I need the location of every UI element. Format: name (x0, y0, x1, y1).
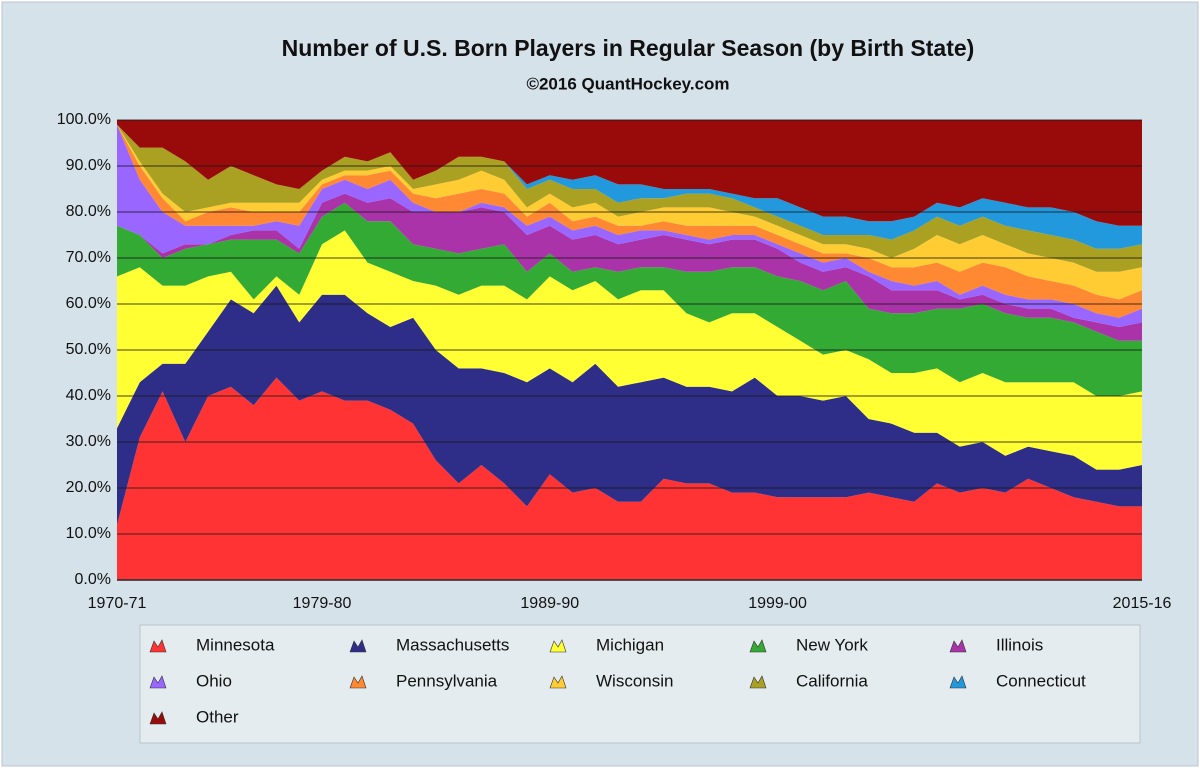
area (117, 120, 1142, 226)
legend-label: New York (796, 635, 868, 654)
y-tick-label: 10.0% (66, 525, 111, 542)
y-tick-label: 40.0% (66, 387, 111, 404)
legend-swatch (949, 675, 967, 689)
y-tick-label: 100.0% (57, 111, 111, 128)
area (117, 124, 1142, 327)
legend-item: Michigan (549, 635, 664, 654)
legend-swatch (749, 639, 767, 653)
legend-swatch (349, 639, 367, 653)
legend-item: California (749, 671, 868, 690)
y-tick-label: 0.0% (75, 571, 111, 588)
area (117, 124, 1142, 272)
legend-item: Pennsylvania (349, 671, 498, 690)
legend-item: Minnesota (149, 635, 275, 654)
legend-label: Minnesota (196, 635, 275, 654)
area (117, 377, 1142, 580)
legend-label: California (796, 671, 868, 690)
x-tick-label: 1979-80 (293, 595, 352, 612)
y-tick-label: 70.0% (66, 249, 111, 266)
legend-item: Connecticut (949, 671, 1086, 690)
area (117, 124, 1142, 318)
legend-item: New York (749, 635, 868, 654)
legend-item: Illinois (949, 635, 1043, 654)
legend-item: Massachusetts (349, 635, 509, 654)
y-tick-label: 30.0% (66, 433, 111, 450)
x-tick-label: 1989-90 (520, 595, 579, 612)
legend-swatch (149, 639, 167, 653)
legend-label: Connecticut (996, 671, 1086, 690)
y-tick-label: 60.0% (66, 295, 111, 312)
chart-subtitle: ©2016 QuantHockey.com (526, 74, 729, 93)
legend-item: Ohio (149, 671, 232, 690)
legend-swatch (549, 639, 567, 653)
legend-item: Other (149, 707, 239, 726)
y-tick-label: 20.0% (66, 479, 111, 496)
legend-label: Other (196, 707, 239, 726)
legend-swatch (349, 675, 367, 689)
legend-label: Ohio (196, 671, 232, 690)
y-tick-label: 50.0% (66, 341, 111, 358)
legend-swatch (949, 639, 967, 653)
legend-label: Illinois (996, 635, 1043, 654)
legend-swatch (149, 675, 167, 689)
x-tick-label: 2015-16 (1113, 595, 1172, 612)
x-tick-label: 1970-71 (88, 595, 147, 612)
area (117, 285, 1142, 525)
legend-swatch (549, 675, 567, 689)
legend-swatch (749, 675, 767, 689)
x-tick-label: 1999-00 (748, 595, 807, 612)
chart-title: Number of U.S. Born Players in Regular S… (282, 35, 975, 61)
area (117, 202, 1142, 396)
y-tick-label: 90.0% (66, 157, 111, 174)
legend-label: Wisconsin (596, 671, 673, 690)
legend-item: Wisconsin (549, 671, 673, 690)
legend-label: Pennsylvania (396, 671, 498, 690)
legend-box (139, 624, 1141, 744)
legend-label: Massachusetts (396, 635, 509, 654)
legend-label: Michigan (596, 635, 664, 654)
y-tick-label: 80.0% (66, 203, 111, 220)
area (117, 124, 1142, 249)
legend-swatch (149, 711, 167, 725)
